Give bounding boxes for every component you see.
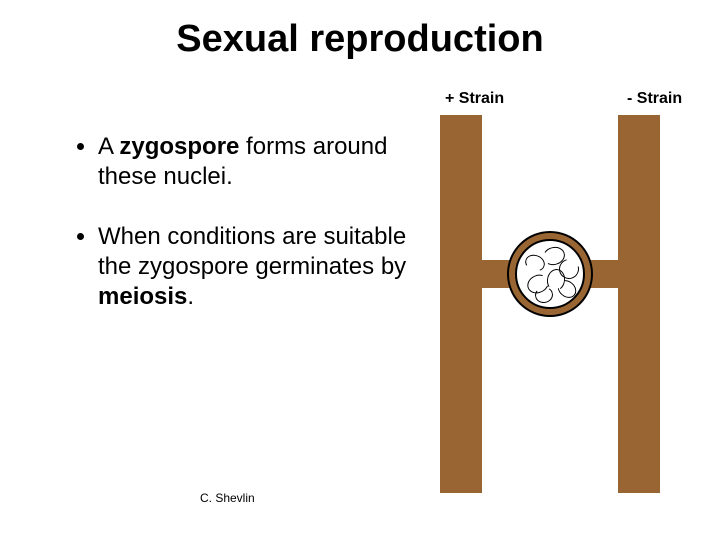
minus-strain-label: - Strain <box>627 90 682 108</box>
page-title: Sexual reproduction <box>0 18 720 61</box>
bullet-item: When conditions are suitable the zygospo… <box>98 222 410 312</box>
bullet-text-pre: A <box>98 133 119 160</box>
bullet-list: A zygospore forms around these nuclei. W… <box>40 132 410 342</box>
bullet-text-post: . <box>187 283 194 310</box>
bullet-text-bold: meiosis <box>98 283 187 310</box>
plus-strain-label: + Strain <box>445 90 504 108</box>
bullet-item: A zygospore forms around these nuclei. <box>98 132 410 192</box>
bullet-text-bold: zygospore <box>119 133 239 160</box>
zygospore-diagram <box>420 115 680 495</box>
plus-strain-hypha <box>440 115 482 493</box>
bullet-text-pre: When conditions are suitable the zygospo… <box>98 223 406 280</box>
zygospore-inner <box>515 239 585 309</box>
footer-credit: C. Shevlin <box>200 491 255 505</box>
minus-strain-hypha <box>618 115 660 493</box>
